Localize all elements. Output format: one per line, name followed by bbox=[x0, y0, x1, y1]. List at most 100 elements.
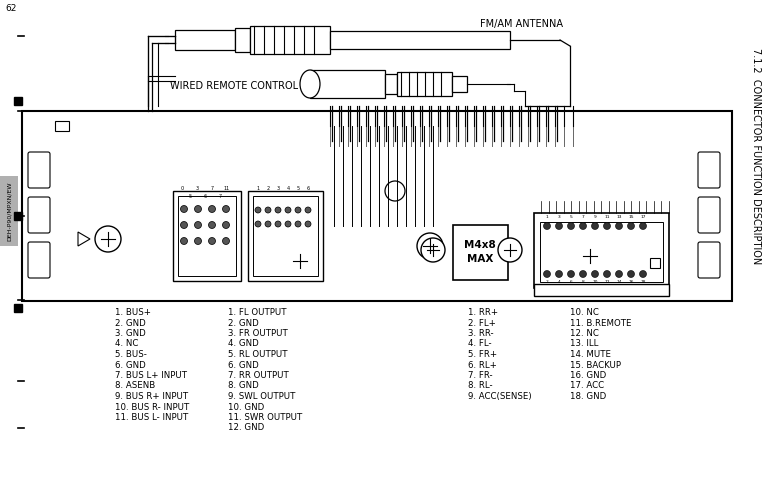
Text: 8: 8 bbox=[581, 280, 584, 284]
Circle shape bbox=[194, 238, 201, 245]
Text: 13: 13 bbox=[616, 215, 622, 219]
Text: 2. FL+: 2. FL+ bbox=[468, 318, 496, 327]
Text: 5: 5 bbox=[188, 194, 191, 199]
Circle shape bbox=[640, 223, 647, 230]
Text: 12. NC: 12. NC bbox=[570, 329, 599, 338]
Text: 1: 1 bbox=[257, 186, 260, 191]
Text: 6: 6 bbox=[204, 194, 207, 199]
Text: 5. RL OUTPUT: 5. RL OUTPUT bbox=[228, 350, 287, 359]
Circle shape bbox=[568, 223, 574, 230]
Text: 3. FR OUTPUT: 3. FR OUTPUT bbox=[228, 329, 288, 338]
Text: 4: 4 bbox=[558, 280, 561, 284]
Bar bbox=[534, 213, 669, 288]
Circle shape bbox=[275, 207, 281, 213]
Text: 11. B.REMOTE: 11. B.REMOTE bbox=[570, 318, 631, 327]
Circle shape bbox=[417, 233, 443, 259]
Text: DEH-P90/MPXN/EW: DEH-P90/MPXN/EW bbox=[6, 181, 12, 241]
Bar bbox=[14, 304, 22, 312]
Circle shape bbox=[627, 270, 634, 277]
Circle shape bbox=[604, 223, 611, 230]
Text: M4x8
MAX: M4x8 MAX bbox=[464, 241, 496, 263]
Circle shape bbox=[223, 205, 230, 212]
Circle shape bbox=[305, 221, 311, 227]
Text: 18: 18 bbox=[641, 280, 646, 284]
Text: 2. GND: 2. GND bbox=[115, 318, 146, 327]
Text: 17. ACC: 17. ACC bbox=[570, 381, 604, 390]
Text: 7: 7 bbox=[210, 186, 214, 191]
Text: 6: 6 bbox=[570, 280, 572, 284]
Text: FM/AM ANTENNA: FM/AM ANTENNA bbox=[480, 19, 563, 29]
Bar bbox=[397, 72, 452, 96]
Text: 17: 17 bbox=[641, 215, 646, 219]
Text: 7: 7 bbox=[581, 215, 584, 219]
Circle shape bbox=[180, 222, 187, 229]
Bar bbox=[250, 26, 330, 54]
Circle shape bbox=[555, 270, 562, 277]
Bar bbox=[253, 196, 318, 276]
Circle shape bbox=[275, 221, 281, 227]
Circle shape bbox=[305, 207, 311, 213]
FancyBboxPatch shape bbox=[698, 152, 720, 188]
Text: 2: 2 bbox=[266, 186, 270, 191]
Text: 5: 5 bbox=[570, 215, 572, 219]
Text: 12. GND: 12. GND bbox=[228, 424, 264, 433]
Text: 16: 16 bbox=[628, 280, 634, 284]
Text: 15: 15 bbox=[628, 215, 634, 219]
Circle shape bbox=[580, 270, 587, 277]
FancyBboxPatch shape bbox=[698, 197, 720, 233]
Text: 9. ACC(SENSE): 9. ACC(SENSE) bbox=[468, 392, 531, 401]
Bar bbox=[14, 97, 22, 105]
Text: 7.1.2  CONNECTOR FUNCTION DESCRIPTION: 7.1.2 CONNECTOR FUNCTION DESCRIPTION bbox=[751, 48, 761, 264]
Text: 5. FR+: 5. FR+ bbox=[468, 350, 497, 359]
Circle shape bbox=[180, 238, 187, 245]
Bar bbox=[385, 74, 397, 94]
Circle shape bbox=[627, 223, 634, 230]
Text: 3: 3 bbox=[558, 215, 561, 219]
Text: 62: 62 bbox=[5, 4, 16, 13]
Text: 15. BACKUP: 15. BACKUP bbox=[570, 361, 621, 370]
Text: 7. FR-: 7. FR- bbox=[468, 371, 492, 380]
Circle shape bbox=[208, 238, 216, 245]
Bar bbox=[235, 28, 250, 52]
Circle shape bbox=[255, 221, 261, 227]
Circle shape bbox=[255, 207, 261, 213]
Text: 16. GND: 16. GND bbox=[570, 371, 606, 380]
Circle shape bbox=[208, 222, 216, 229]
Ellipse shape bbox=[300, 70, 320, 98]
Bar bbox=[540, 222, 663, 282]
Text: 5. BUS-: 5. BUS- bbox=[115, 350, 147, 359]
Text: 2: 2 bbox=[545, 280, 548, 284]
Text: 6. GND: 6. GND bbox=[228, 361, 259, 370]
Circle shape bbox=[265, 207, 271, 213]
Circle shape bbox=[604, 270, 611, 277]
Text: 1. BUS+: 1. BUS+ bbox=[115, 308, 151, 317]
FancyBboxPatch shape bbox=[698, 242, 720, 278]
Text: 9: 9 bbox=[594, 215, 597, 219]
Bar bbox=[534, 284, 669, 296]
Text: 3. GND: 3. GND bbox=[115, 329, 146, 338]
Text: 11. SWR OUTPUT: 11. SWR OUTPUT bbox=[228, 413, 303, 422]
Text: 9. SWL OUTPUT: 9. SWL OUTPUT bbox=[228, 392, 296, 401]
Circle shape bbox=[95, 226, 121, 252]
Circle shape bbox=[285, 207, 291, 213]
FancyBboxPatch shape bbox=[28, 242, 50, 278]
Circle shape bbox=[180, 205, 187, 212]
Text: 9. BUS R+ INPUT: 9. BUS R+ INPUT bbox=[115, 392, 188, 401]
Text: 11: 11 bbox=[604, 215, 610, 219]
Bar bbox=[452, 76, 467, 92]
Polygon shape bbox=[635, 232, 648, 248]
Circle shape bbox=[640, 270, 647, 277]
Text: 14. MUTE: 14. MUTE bbox=[570, 350, 611, 359]
Circle shape bbox=[615, 270, 623, 277]
Polygon shape bbox=[78, 232, 90, 246]
Text: 4. GND: 4. GND bbox=[228, 339, 259, 349]
Text: 18. GND: 18. GND bbox=[570, 392, 606, 401]
Text: 11: 11 bbox=[224, 186, 230, 191]
Bar bbox=[175, 30, 235, 50]
Bar bbox=[453, 225, 508, 280]
Circle shape bbox=[194, 222, 201, 229]
Text: 6. RL+: 6. RL+ bbox=[468, 361, 497, 370]
Text: 7. BUS L+ INPUT: 7. BUS L+ INPUT bbox=[115, 371, 187, 380]
Circle shape bbox=[287, 248, 313, 274]
Text: 4. NC: 4. NC bbox=[115, 339, 138, 349]
